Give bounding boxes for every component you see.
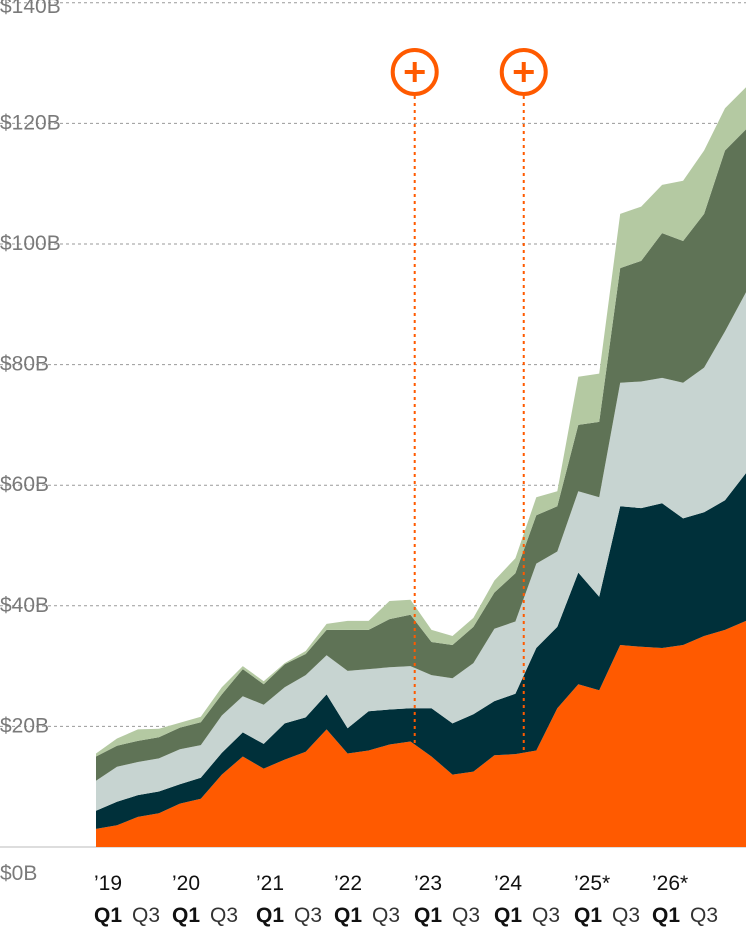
x-quarter-q1-label: Q1 [172,904,200,927]
area-series [96,87,746,847]
x-quarter-q3-label: Q3 [372,904,400,927]
x-quarter-q1-label: Q1 [94,904,122,927]
area-series-3 [96,292,746,811]
x-quarter-q3-label: Q3 [532,904,560,927]
x-quarter-q1-label: Q1 [414,904,442,927]
x-year-label: ’24 [494,872,522,895]
x-quarter-q3-label: Q3 [294,904,322,927]
x-year-label: ’25* [574,872,610,895]
area-series-1 [96,620,746,847]
x-quarter-q3-label: Q3 [132,904,160,927]
y-tick-label: $40B [0,594,49,617]
x-year-label: ’20 [172,872,200,895]
x-quarter-q3-label: Q3 [210,904,238,927]
y-tick-label: $0B [0,862,37,885]
x-quarter-q1-label: Q1 [256,904,284,927]
x-quarter-q1-label: Q1 [574,904,602,927]
y-tick-label: $80B [0,353,49,376]
plus-marker-2[interactable] [499,48,548,847]
x-quarter-q1-label: Q1 [334,904,362,927]
x-year-label: ’23 [414,872,442,895]
y-tick-label: $100B [0,232,61,255]
y-tick-label: $140B [0,0,61,18]
x-quarter-q3-label: Q3 [452,904,480,927]
x-year-label: ’21 [256,872,284,895]
x-quarter-q3-label: Q3 [612,904,640,927]
area-series-5 [96,87,746,757]
annotation-markers [390,48,548,847]
x-quarter-q1-label: Q1 [652,904,680,927]
x-year-label: ’19 [94,872,122,895]
x-axis-tick-labels: ’19 Q1 Q3 ’20 Q1 Q3 ’21 Q1 Q3 ’22 Q1 Q3 ’23 Q1 Q3 ’24 Q1… [94,872,718,927]
area-series-4 [96,129,746,781]
x-year-label: ’26* [652,872,688,895]
y-tick-label: $60B [0,473,49,496]
x-year-label: ’22 [334,872,362,895]
y-axis-tick-labels: $0B $20B $40B $60B $80B $100B $120B $140B [0,0,61,885]
area-series-2 [96,473,746,829]
y-tick-label: $20B [0,714,49,737]
y-tick-label: $120B [0,111,61,134]
x-quarter-q1-label: Q1 [494,904,522,927]
x-quarter-q3-label: Q3 [690,904,718,927]
plus-marker-1[interactable] [390,48,439,847]
